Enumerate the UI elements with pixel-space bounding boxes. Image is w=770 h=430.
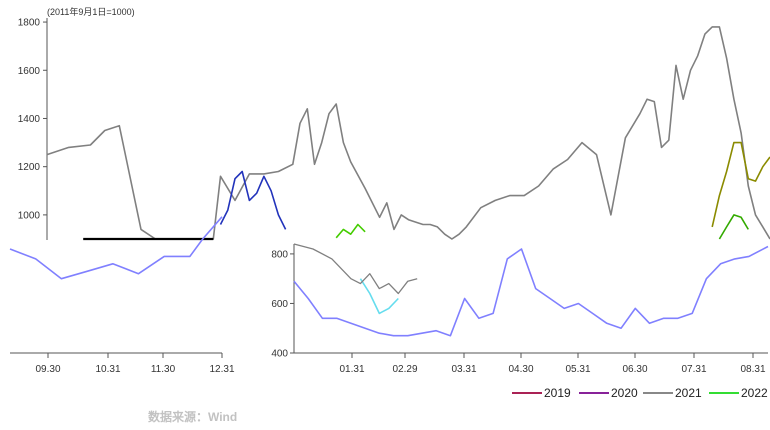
bottom-left-x-tick-label: 12.31 bbox=[209, 364, 234, 375]
bottom-right-x-tick-label: 04.30 bbox=[508, 364, 533, 375]
bottom-right-x-tick-label: 07.31 bbox=[681, 364, 706, 375]
top-series-green_2022-line bbox=[335, 223, 366, 239]
bottom-right-series-cyan_right-line bbox=[359, 278, 399, 315]
top-series-green-line bbox=[718, 214, 749, 240]
top-y-ticks: 1800 1600 1400 1200 1000 bbox=[18, 18, 47, 221]
bottom-right-x-tick-label: 03.31 bbox=[451, 364, 476, 375]
top-y-tick-label: 1600 bbox=[18, 66, 41, 77]
bottom-right-chart-panel: 800 600 400 01.31 02.29 03.31 04.30 05.31 06.30… bbox=[271, 243, 769, 375]
bottom-right-x-tick-label: 05.31 bbox=[565, 364, 590, 375]
bottom-right-x-tick-label: 06.30 bbox=[622, 364, 647, 375]
bottom-right-series-lines bbox=[293, 243, 769, 337]
source-note: 数据来源：Wind bbox=[148, 409, 237, 424]
top-series-gray_main-line bbox=[46, 26, 770, 240]
bottom-right-y-ticks: 800 600 400 bbox=[271, 249, 294, 360]
bottom-left-chart-panel: 09.30 10.31 11.30 12.31 bbox=[9, 216, 235, 375]
bottom-right-y-tick-label: 800 bbox=[271, 249, 288, 260]
top-y-tick-label: 1800 bbox=[18, 18, 41, 29]
bottom-right-x-ticks: 01.31 02.29 03.31 04.30 05.31 06.30 07.31 08.31 bbox=[339, 353, 766, 375]
top-series-olive-line bbox=[711, 141, 770, 228]
top-y-tick-label: 1400 bbox=[18, 114, 41, 125]
top-series-lines bbox=[46, 26, 770, 241]
bottom-right-y-tick-label: 400 bbox=[271, 349, 288, 360]
bottom-left-x-tick-label: 11.30 bbox=[151, 364, 176, 375]
legend-label-2021: 2021 bbox=[675, 386, 702, 400]
bottom-left-series-lines bbox=[9, 216, 223, 280]
bottom-right-x-tick-label: 01.31 bbox=[339, 364, 364, 375]
top-chart-panel: (2011年9月1日=1000) 1800 1600 1400 1200 1000 bbox=[18, 6, 770, 241]
bottom-right-x-tick-label: 02.29 bbox=[392, 364, 417, 375]
index-base-note: (2011年9月1日=1000) bbox=[47, 6, 135, 17]
legend-label-2022: 2022 bbox=[741, 386, 768, 400]
bottom-right-series-gray_right-line bbox=[293, 243, 418, 295]
legend-label-2020: 2020 bbox=[611, 386, 638, 400]
bottom-right-y-tick-label: 600 bbox=[271, 299, 288, 310]
bottom-left-x-ticks: 09.30 10.31 11.30 12.31 bbox=[35, 353, 235, 375]
top-y-tick-label: 1000 bbox=[18, 210, 41, 221]
top-y-tick-label: 1200 bbox=[18, 162, 41, 173]
bottom-left-x-tick-label: 10.31 bbox=[95, 364, 120, 375]
bottom-left-x-tick-label: 09.30 bbox=[35, 364, 60, 375]
legend: 2019 2020 2021 2022 bbox=[512, 386, 768, 400]
bottom-right-x-tick-label: 08.31 bbox=[740, 364, 765, 375]
bottom-right-series-lavender_right-line bbox=[293, 245, 769, 337]
legend-label-2019: 2019 bbox=[544, 386, 571, 400]
top-series-blue-line bbox=[219, 170, 287, 230]
bottom-left-series-lavender_left-line bbox=[9, 216, 223, 280]
